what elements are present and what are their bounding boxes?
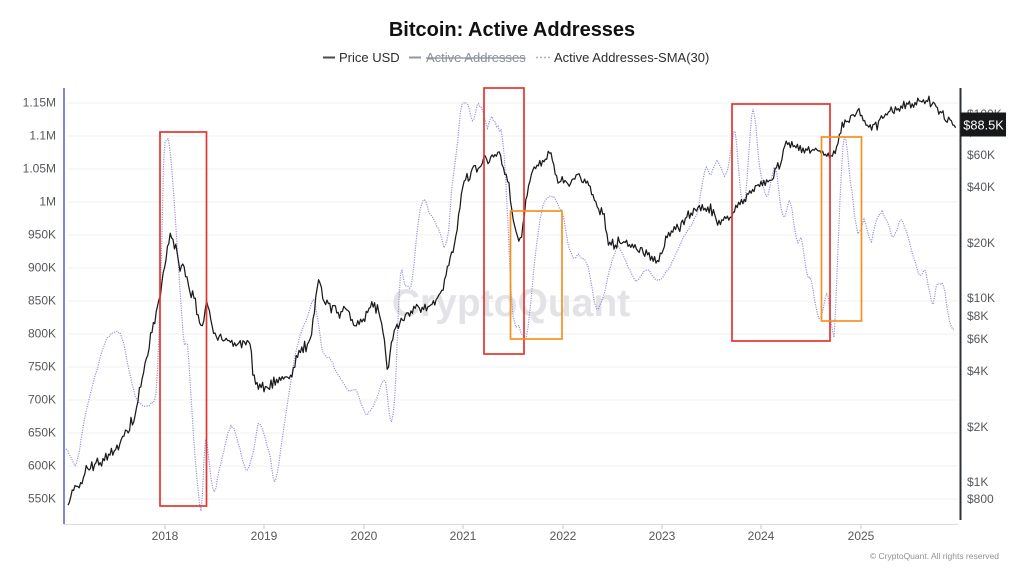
- svg-text:850K: 850K: [28, 294, 56, 308]
- svg-text:1.15M: 1.15M: [23, 96, 56, 110]
- svg-text:2024: 2024: [748, 529, 775, 543]
- svg-text:2023: 2023: [649, 529, 676, 543]
- svg-text:$2K: $2K: [967, 420, 988, 434]
- svg-text:Active Addresses-SMA(30): Active Addresses-SMA(30): [554, 50, 709, 65]
- svg-text:Bitcoin: Active Addresses: Bitcoin: Active Addresses: [389, 19, 635, 41]
- svg-text:© CryptoQuant. All rights rese: © CryptoQuant. All rights reserved: [870, 551, 999, 561]
- svg-text:950K: 950K: [28, 228, 56, 242]
- svg-text:2021: 2021: [450, 529, 477, 543]
- svg-text:$4K: $4K: [967, 364, 988, 378]
- svg-text:$6K: $6K: [967, 332, 988, 346]
- svg-text:550K: 550K: [28, 492, 56, 506]
- svg-text:Active Addresses: Active Addresses: [426, 50, 526, 65]
- svg-text:$60K: $60K: [967, 148, 995, 162]
- svg-text:1.1M: 1.1M: [29, 129, 56, 143]
- svg-text:1.05M: 1.05M: [23, 162, 56, 176]
- svg-text:Price USD: Price USD: [339, 50, 400, 65]
- svg-text:700K: 700K: [28, 393, 56, 407]
- svg-text:2020: 2020: [351, 529, 378, 543]
- svg-text:$10K: $10K: [967, 291, 995, 305]
- svg-text:$800: $800: [967, 492, 994, 506]
- svg-text:2018: 2018: [152, 529, 179, 543]
- svg-text:900K: 900K: [28, 261, 56, 275]
- svg-text:750K: 750K: [28, 360, 56, 374]
- svg-text:$20K: $20K: [967, 236, 995, 250]
- svg-text:$40K: $40K: [967, 180, 995, 194]
- svg-text:1M: 1M: [39, 195, 56, 209]
- svg-text:$88.5K: $88.5K: [963, 118, 1004, 133]
- svg-text:600K: 600K: [28, 459, 56, 473]
- svg-text:650K: 650K: [28, 426, 56, 440]
- svg-text:2025: 2025: [848, 529, 875, 543]
- svg-text:2019: 2019: [251, 529, 278, 543]
- svg-text:$8K: $8K: [967, 309, 988, 323]
- svg-text:2022: 2022: [550, 529, 577, 543]
- svg-text:$1K: $1K: [967, 475, 988, 489]
- svg-text:800K: 800K: [28, 327, 56, 341]
